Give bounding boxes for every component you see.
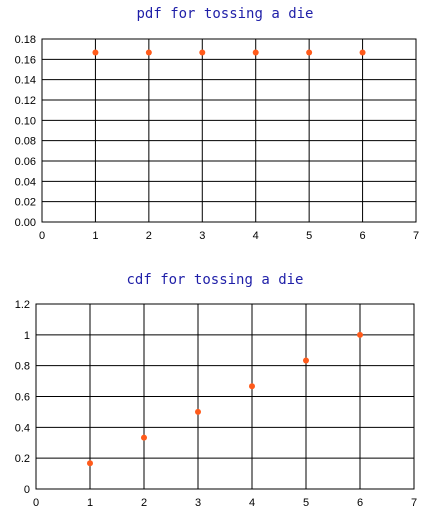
cdf-y-tick-label: 0 xyxy=(24,484,30,496)
cdf-x-tick-label: 5 xyxy=(303,497,309,509)
pdf-y-tick-label: 0.04 xyxy=(15,176,36,188)
cdf-y-tick-label: 0.8 xyxy=(15,361,30,373)
pdf-x-tick-label: 2 xyxy=(146,230,152,242)
cdf-data-point xyxy=(357,331,363,338)
pdf-x-tick-label: 5 xyxy=(306,230,312,242)
cdf-x-tick-label: 2 xyxy=(141,497,147,509)
cdf-data-point xyxy=(141,434,147,441)
pdf-x-tick-label: 1 xyxy=(92,230,98,242)
cdf-y-tick-label: 0.4 xyxy=(15,422,30,434)
cdf-y-tick-label: 1 xyxy=(24,330,30,342)
cdf-data-point xyxy=(195,408,201,415)
pdf-chart-title: pdf for tossing a die xyxy=(136,6,314,22)
cdf-data-point xyxy=(249,383,255,390)
pdf-y-tick-label: 0.18 xyxy=(15,34,36,46)
cdf-chart-title: cdf for tossing a die xyxy=(126,272,304,288)
pdf-y-tick-label: 0.00 xyxy=(15,217,36,229)
pdf-x-tick-label: 0 xyxy=(39,230,45,242)
pdf-data-point xyxy=(92,49,99,56)
pdf-x-tick-label: 4 xyxy=(253,230,259,242)
pdf-y-tick-label: 0.06 xyxy=(15,156,36,168)
pdf-x-tick-label: 6 xyxy=(360,230,366,242)
pdf-data-point xyxy=(359,49,366,56)
pdf-data-point xyxy=(145,49,152,56)
cdf-x-tick-label: 7 xyxy=(411,497,417,509)
cdf-x-tick-label: 3 xyxy=(195,497,201,509)
pdf-y-tick-label: 0.14 xyxy=(15,75,36,87)
pdf-data-point xyxy=(252,49,259,56)
pdf-plot-area xyxy=(41,38,417,223)
cdf-data-point xyxy=(87,460,93,467)
pdf-y-tick-label: 0.16 xyxy=(15,54,36,66)
cdf-y-tick-label: 1.2 xyxy=(15,299,30,311)
cdf-x-tick-label: 6 xyxy=(357,497,363,509)
pdf-y-tick-label: 0.02 xyxy=(15,197,36,209)
pdf-data-point xyxy=(306,49,313,56)
cdf-y-tick-label: 0.6 xyxy=(15,392,30,404)
pdf-y-tick-label: 0.10 xyxy=(15,115,36,127)
pdf-x-tick-label: 3 xyxy=(199,230,205,242)
pdf-data-point xyxy=(199,49,206,56)
cdf-x-tick-label: 4 xyxy=(249,497,255,509)
cdf-y-tick-label: 0.2 xyxy=(15,453,30,465)
cdf-data-point xyxy=(303,357,309,364)
pdf-y-tick-label: 0.08 xyxy=(15,136,36,148)
pdf-x-tick-label: 7 xyxy=(413,230,419,242)
cdf-x-tick-label: 1 xyxy=(87,497,93,509)
cdf-x-tick-label: 0 xyxy=(33,497,39,509)
pdf-y-tick-label: 0.12 xyxy=(15,95,36,107)
